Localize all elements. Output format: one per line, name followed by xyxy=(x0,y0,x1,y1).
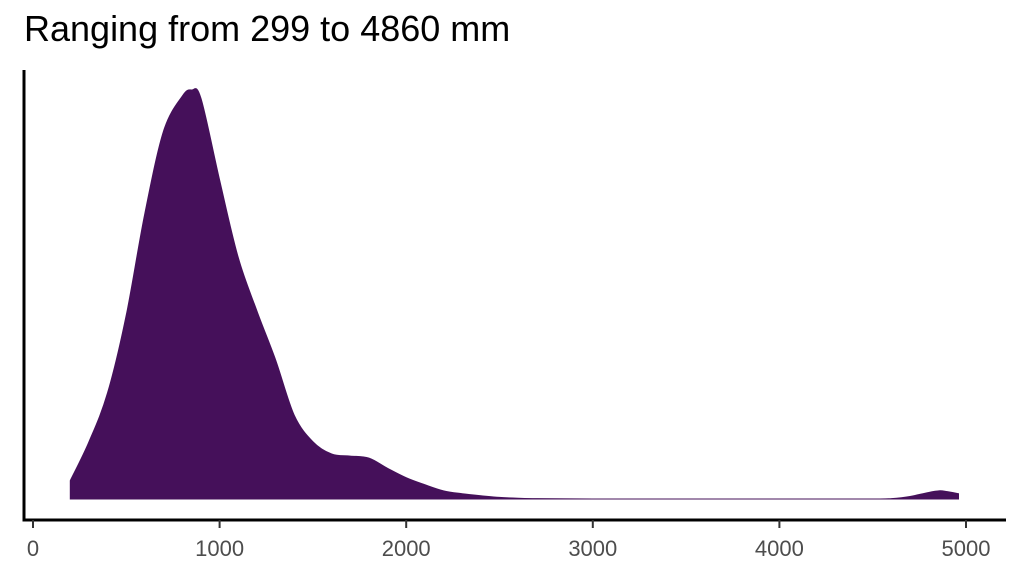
x-tick-label: 2000 xyxy=(382,536,431,561)
x-tick-label: 0 xyxy=(27,536,39,561)
x-tick-label: 4000 xyxy=(755,536,804,561)
x-tick-label: 5000 xyxy=(942,536,991,561)
x-tick-label: 3000 xyxy=(568,536,617,561)
chart-title: Ranging from 299 to 4860 mm xyxy=(24,8,511,49)
density-area-layer xyxy=(69,88,959,500)
density-area xyxy=(69,88,959,500)
x-tick-label: 1000 xyxy=(195,536,244,561)
x-axis-ticks: 0 1000 2000 3000 4000 5000 xyxy=(27,520,991,561)
